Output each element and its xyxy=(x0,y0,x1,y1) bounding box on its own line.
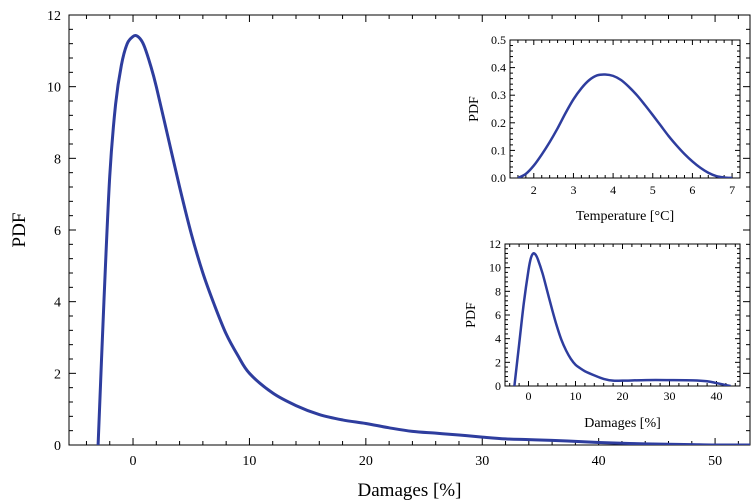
y-tick-label: 6 xyxy=(495,308,501,322)
x-tick-label: 7 xyxy=(729,183,735,197)
pdf-curve xyxy=(517,73,733,178)
y-tick-label: 0 xyxy=(495,379,501,393)
y-axis-label: PDF xyxy=(467,96,482,122)
y-tick-label: 0.2 xyxy=(491,116,506,130)
y-tick-label: 0.4 xyxy=(491,61,506,75)
y-tick-label: 6 xyxy=(54,224,61,239)
y-tick-label: 4 xyxy=(54,296,61,311)
x-tick-label: 6 xyxy=(689,183,695,197)
y-tick-label: 2 xyxy=(54,367,61,382)
y-tick-label: 0.0 xyxy=(491,171,506,185)
y-tick-label: 0.3 xyxy=(491,88,506,102)
x-tick-label: 3 xyxy=(570,183,576,197)
x-tick-label: 30 xyxy=(475,454,489,469)
x-tick-label: 50 xyxy=(708,454,722,469)
x-tick-label: 20 xyxy=(617,389,629,403)
y-tick-label: 2 xyxy=(495,355,501,369)
y-axis-label: PDF xyxy=(9,213,30,248)
x-tick-label: 5 xyxy=(650,183,656,197)
x-tick-label: 40 xyxy=(711,389,723,403)
y-tick-label: 0.5 xyxy=(491,33,506,47)
x-tick-label: 2 xyxy=(531,183,537,197)
y-axis-label: PDF xyxy=(464,302,479,328)
x-axis-label: Temperature [°C] xyxy=(576,209,674,224)
y-tick-label: 8 xyxy=(54,152,61,167)
y-tick-label: 0.1 xyxy=(491,143,506,157)
pdf-curve xyxy=(513,252,731,386)
y-tick-label: 4 xyxy=(495,332,501,346)
inset-chart-temperature: 2 3 4 5 6 7 0.0 0.1 0.2 0.3 0.4 0.5 Temperature [°C]… xyxy=(467,33,741,224)
x-axis-label: Damages [%] xyxy=(358,480,462,501)
x-tick-label: 20 xyxy=(359,454,373,469)
plot-frame xyxy=(509,39,741,179)
plot-area xyxy=(505,244,740,386)
y-tick-label: 8 xyxy=(495,284,501,298)
x-tick-label: 10 xyxy=(242,454,256,469)
x-tick-label: 4 xyxy=(610,183,616,197)
y-tick-label: 10 xyxy=(47,81,61,96)
x-axis-label: Damages [%] xyxy=(584,416,661,431)
x-tick-label: 30 xyxy=(664,389,676,403)
pdf-curve xyxy=(96,33,750,445)
y-tick-label: 0 xyxy=(54,439,61,454)
x-tick-label: 0 xyxy=(130,454,137,469)
y-tick-label: 12 xyxy=(489,237,501,251)
y-tick-label: 10 xyxy=(489,261,501,275)
x-tick-label: 10 xyxy=(570,389,582,403)
inset-chart-damages: 0 10 20 30 40 0 2 4 6 8 10 12 Damages [%] PDF xyxy=(464,237,741,431)
x-tick-label: 0 xyxy=(526,389,532,403)
plot-area xyxy=(510,40,740,178)
y-tick-label: 12 xyxy=(47,9,61,24)
x-tick-label: 40 xyxy=(592,454,606,469)
